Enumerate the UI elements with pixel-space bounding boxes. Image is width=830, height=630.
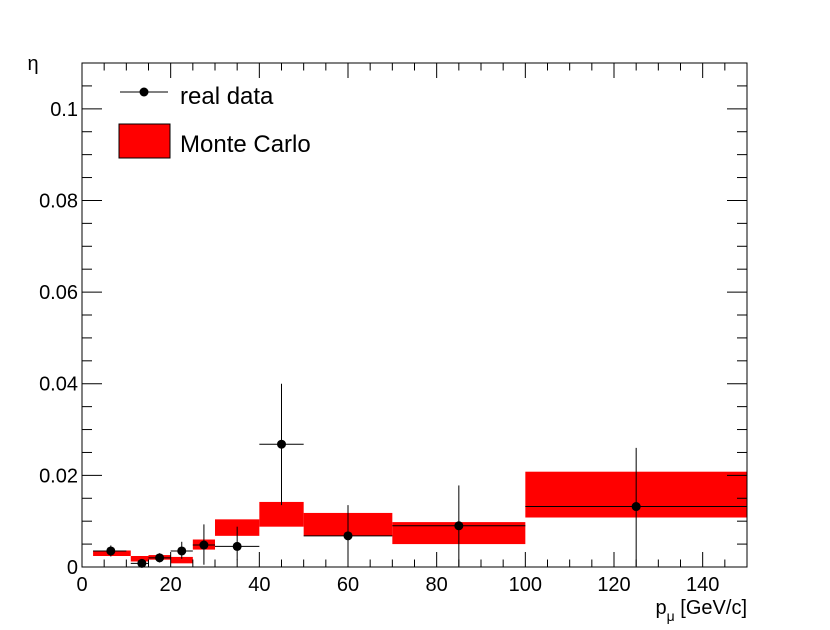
x-axis-title-unit: [GeV/c]	[675, 597, 747, 619]
x-tick-label: 100	[509, 574, 542, 596]
data-point-7	[343, 531, 353, 541]
x-tick-label: 20	[160, 574, 182, 596]
data-point-8	[454, 521, 464, 531]
axis-ticks	[81, 62, 748, 568]
legend-monte-carlo-label: Monte Carlo	[180, 131, 311, 158]
x-axis-title-main: p	[656, 597, 667, 619]
x-tick-label: 60	[337, 574, 359, 596]
legend-monte-carlo-swatch	[118, 123, 171, 159]
data-point-0	[106, 546, 116, 556]
x-tick-label: 0	[76, 574, 87, 596]
y-tick-label: 0.1	[50, 99, 78, 121]
data-point-9	[631, 502, 641, 512]
x-tick-label: 140	[686, 574, 719, 596]
mc-band-6	[259, 501, 304, 527]
monte-carlo-bands	[93, 471, 747, 564]
y-axis-title: η	[27, 53, 38, 75]
data-point-1	[137, 558, 147, 568]
x-tick-label: 40	[248, 574, 270, 596]
x-tick-label: 120	[597, 574, 630, 596]
y-tick-label: 0.04	[39, 374, 78, 396]
mc-band-3	[170, 556, 193, 564]
data-point-2	[155, 553, 165, 563]
real-data-points	[93, 383, 747, 568]
data-point-5	[232, 541, 242, 551]
x-axis-title-subscript: μ	[667, 608, 675, 624]
tick-labels: 0 20 40 60 80 100 120 140 0 0.02 0.04 0.06 0.08 0.1	[39, 99, 719, 596]
data-point-6	[277, 439, 286, 449]
x-axis-title: pμ [GeV/c]	[656, 597, 747, 624]
y-tick-label: 0.06	[39, 282, 78, 304]
legend-real-data-label: real data	[180, 83, 274, 110]
legend-real-data-marker	[139, 87, 149, 97]
mc-band-1	[130, 556, 149, 562]
y-tick-label: 0.08	[39, 190, 78, 212]
y-tick-label: 0	[67, 557, 78, 579]
data-point-4	[199, 540, 209, 550]
y-tick-label: 0.02	[39, 465, 78, 487]
data-point-3	[177, 546, 187, 556]
legend: real data Monte Carlo	[118, 83, 311, 159]
x-tick-label: 80	[426, 574, 448, 596]
